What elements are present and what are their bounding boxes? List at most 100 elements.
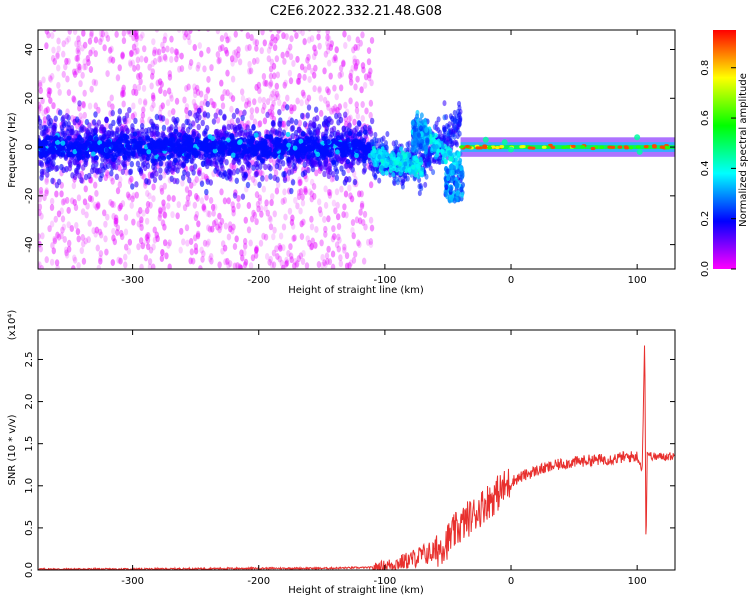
spectrogram-cell [117,204,122,212]
spectrogram-cell [166,202,171,210]
spectrogram-cell [76,194,82,202]
spectrogram-cell [338,260,344,268]
spectrogram-cell [302,121,308,128]
spectrogram-cell [146,231,151,239]
spectrogram-cell [60,150,66,156]
spectrogram-cell [326,172,332,180]
spectrogram-cell [352,55,357,63]
spectrogram-cell [151,243,156,251]
spectrogram-cell [160,249,165,257]
spectrogram-cell [196,220,201,228]
spectrogram-cell [285,94,290,102]
spectrogram-cell [152,176,158,184]
spectrogram-cell [260,149,266,155]
spectrogram-cell [182,169,187,176]
spectrogram-cell [124,243,129,251]
spectrogram-cell [350,227,355,235]
spectrogram-cell [344,120,349,128]
spectrogram-cell [266,46,272,54]
spectrogram-cell [355,43,361,51]
spectrogram-cell [103,174,108,182]
spectrogram-cell [55,231,60,239]
spectrogram-cell [519,145,525,149]
spectrogram-cell [330,235,336,243]
spectrogram-cell [377,177,382,184]
spectrogram-cell [166,87,172,95]
spectrogram-cell [135,56,141,64]
spectrogram-cell [323,225,328,233]
spectrogram-cell [348,72,353,80]
spectrogram-cell [64,251,70,259]
spectrogram-cell [166,194,172,202]
spectrogram-cell [254,191,260,199]
spectrogram-cell [213,218,219,226]
spectrogram-cell [342,179,348,186]
spectrogram-cell [55,149,61,155]
spectrogram-cell [541,145,547,149]
spectrogram-cell [184,139,190,145]
spectrogram-cell [312,192,317,200]
spectrogram-cell [252,98,257,106]
spectrogram-cell [332,22,336,29]
spectrogram-cell [85,153,91,159]
spectrogram-cell [300,30,305,37]
spectrogram-cell [137,165,142,173]
spectrogram-cell [246,97,252,105]
spectrogram-cell [105,70,110,78]
spectrogram-cell [418,143,423,150]
spectrogram-cell [220,44,225,52]
spectrogram-cell [610,145,616,150]
spectrogram-cell [321,154,326,161]
spectrogram-cell [185,171,191,178]
spectrogram-cell [77,66,82,74]
spectrogram-cell [318,94,324,102]
spectrogram-cell [323,115,328,122]
spectrogram-cell [185,239,190,247]
spectrogram-cell [52,237,58,245]
spectrogram-cell [414,145,419,152]
spectrogram-cell [311,53,317,61]
spectrogram-cell [71,265,76,269]
spectrogram-cell [446,175,451,182]
spectrogram-cell [296,77,302,85]
spectrogram-cell [136,131,141,138]
spectrogram-cell [394,139,399,146]
spectrogram-cell [550,145,556,150]
spectrogram-cell [136,72,141,80]
spectrogram-cell [300,131,306,137]
spectrogram-cell [107,141,112,147]
spectrogram-cell [297,158,302,165]
spectrogram-cell [219,34,225,42]
spectrogram-cell [179,227,184,235]
spectrogram-cell [362,124,368,131]
spectrogram-cell [102,209,107,217]
spectrogram-cell [271,233,276,241]
spectrogram-y-tick-label: 40 [24,43,35,56]
spectrogram-cell [59,207,64,215]
spectrogram-cell [196,61,201,69]
spectrogram-cell [381,135,386,142]
spectrogram-cell [342,30,347,38]
spectrogram-cell [316,30,321,34]
spectrogram-cell [270,193,275,201]
spectrogram-cell [60,215,66,223]
spectrogram-cell [335,135,341,141]
spectrogram-cell [278,232,284,240]
spectrogram-cell [105,171,111,179]
spectrogram-cell [148,246,154,254]
spectrogram-cell [247,60,252,68]
spectrogram-cell [335,201,340,209]
spectrogram-cell [338,84,344,92]
spectrogram-cell [417,132,422,139]
spectrogram-cell [41,76,46,84]
spectrogram-cell [177,152,182,158]
spectrogram-cell [318,210,324,218]
spectrogram-cell [179,52,184,60]
spectrogram-y-tick-label: -20 [24,188,35,204]
spectrogram-cell [186,199,192,207]
spectrogram-cell [275,176,280,183]
spectrogram-cell [132,138,138,144]
spectrogram-cell [231,209,236,217]
spectrogram-cell [145,162,151,170]
spectrogram-cell [325,30,330,36]
